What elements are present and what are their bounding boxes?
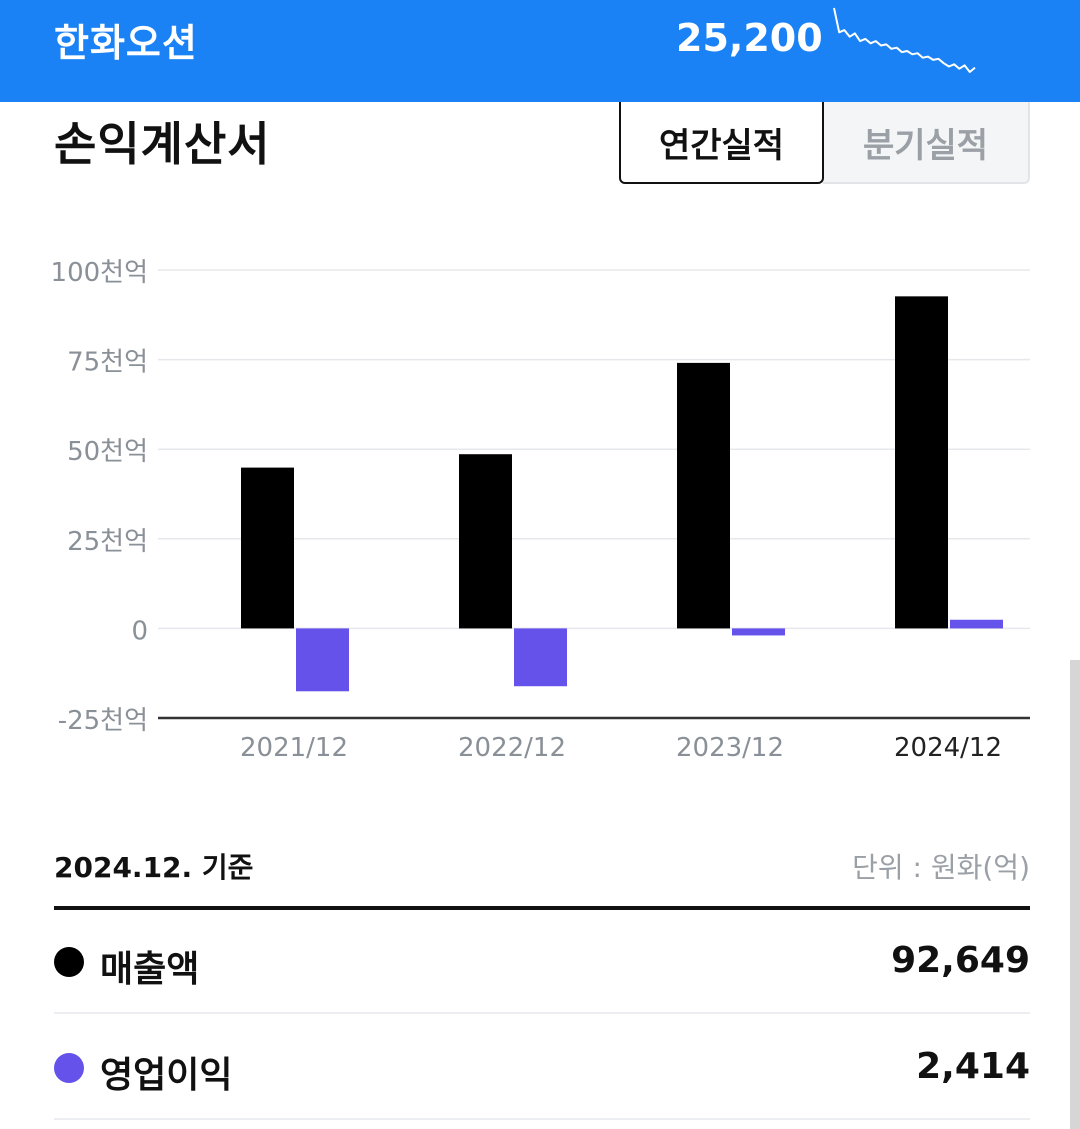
stock-price: 25,200 (676, 16, 823, 60)
y-tick-label: 75천억 (67, 348, 148, 378)
y-tick-label: 100천억 (51, 258, 148, 288)
tab-annual[interactable]: 연간실적 (619, 102, 824, 184)
stock-header: 한화오션 25,200 (0, 0, 1080, 102)
summary-row-operating-profit: 영업이익 2,414 (54, 1016, 1030, 1120)
operating-profit-label: 영업이익 (100, 1055, 233, 1096)
summary-divider (54, 906, 1030, 910)
stock-name[interactable]: 한화오션 (54, 21, 198, 65)
income-bar-chart: -25천억 0 25천억 50천억 75천억 100천억 2021/12 2022/12 202… (51, 258, 1030, 763)
period-tabs: 연간실적 분기실적 (619, 102, 1030, 184)
bar-operating-profit (514, 628, 567, 687)
y-tick-label: 0 (131, 616, 148, 646)
y-tick-label: 25천억 (67, 527, 148, 557)
bar-operating-profit (296, 628, 349, 692)
revenue-label: 매출액 (100, 949, 200, 990)
scrollbar[interactable] (1070, 660, 1080, 1129)
bar-revenue (459, 454, 512, 629)
y-tick-label: 50천억 (67, 437, 148, 467)
bar-operating-profit (950, 619, 1003, 629)
x-tick-label: 2021/12 (240, 733, 348, 763)
bar-revenue (895, 296, 948, 629)
sparkline-line (833, 7, 976, 73)
section-title: 손익계산서 (54, 117, 271, 171)
x-tick-label: 2023/12 (676, 733, 784, 763)
legend-dot-operating-profit (54, 1053, 84, 1083)
operating-profit-value: 2,414 (916, 1046, 1030, 1087)
summary-row-revenue: 매출액 92,649 (54, 910, 1030, 1014)
x-tick-label: 2024/12 (894, 733, 1002, 763)
tab-quarterly[interactable]: 분기실적 (823, 102, 1030, 184)
basis-date: 2024.12. 기준 (54, 851, 254, 884)
legend-dot-revenue (54, 947, 84, 977)
y-tick-label: -25천억 (58, 706, 148, 736)
bar-revenue (677, 362, 730, 629)
x-tick-label: 2022/12 (458, 733, 566, 763)
bar-operating-profit (732, 628, 785, 636)
bar-revenue (241, 467, 294, 629)
unit-label: 단위 : 원화(억) (852, 851, 1030, 884)
revenue-value: 92,649 (891, 940, 1030, 981)
price-sparkline (833, 7, 976, 73)
